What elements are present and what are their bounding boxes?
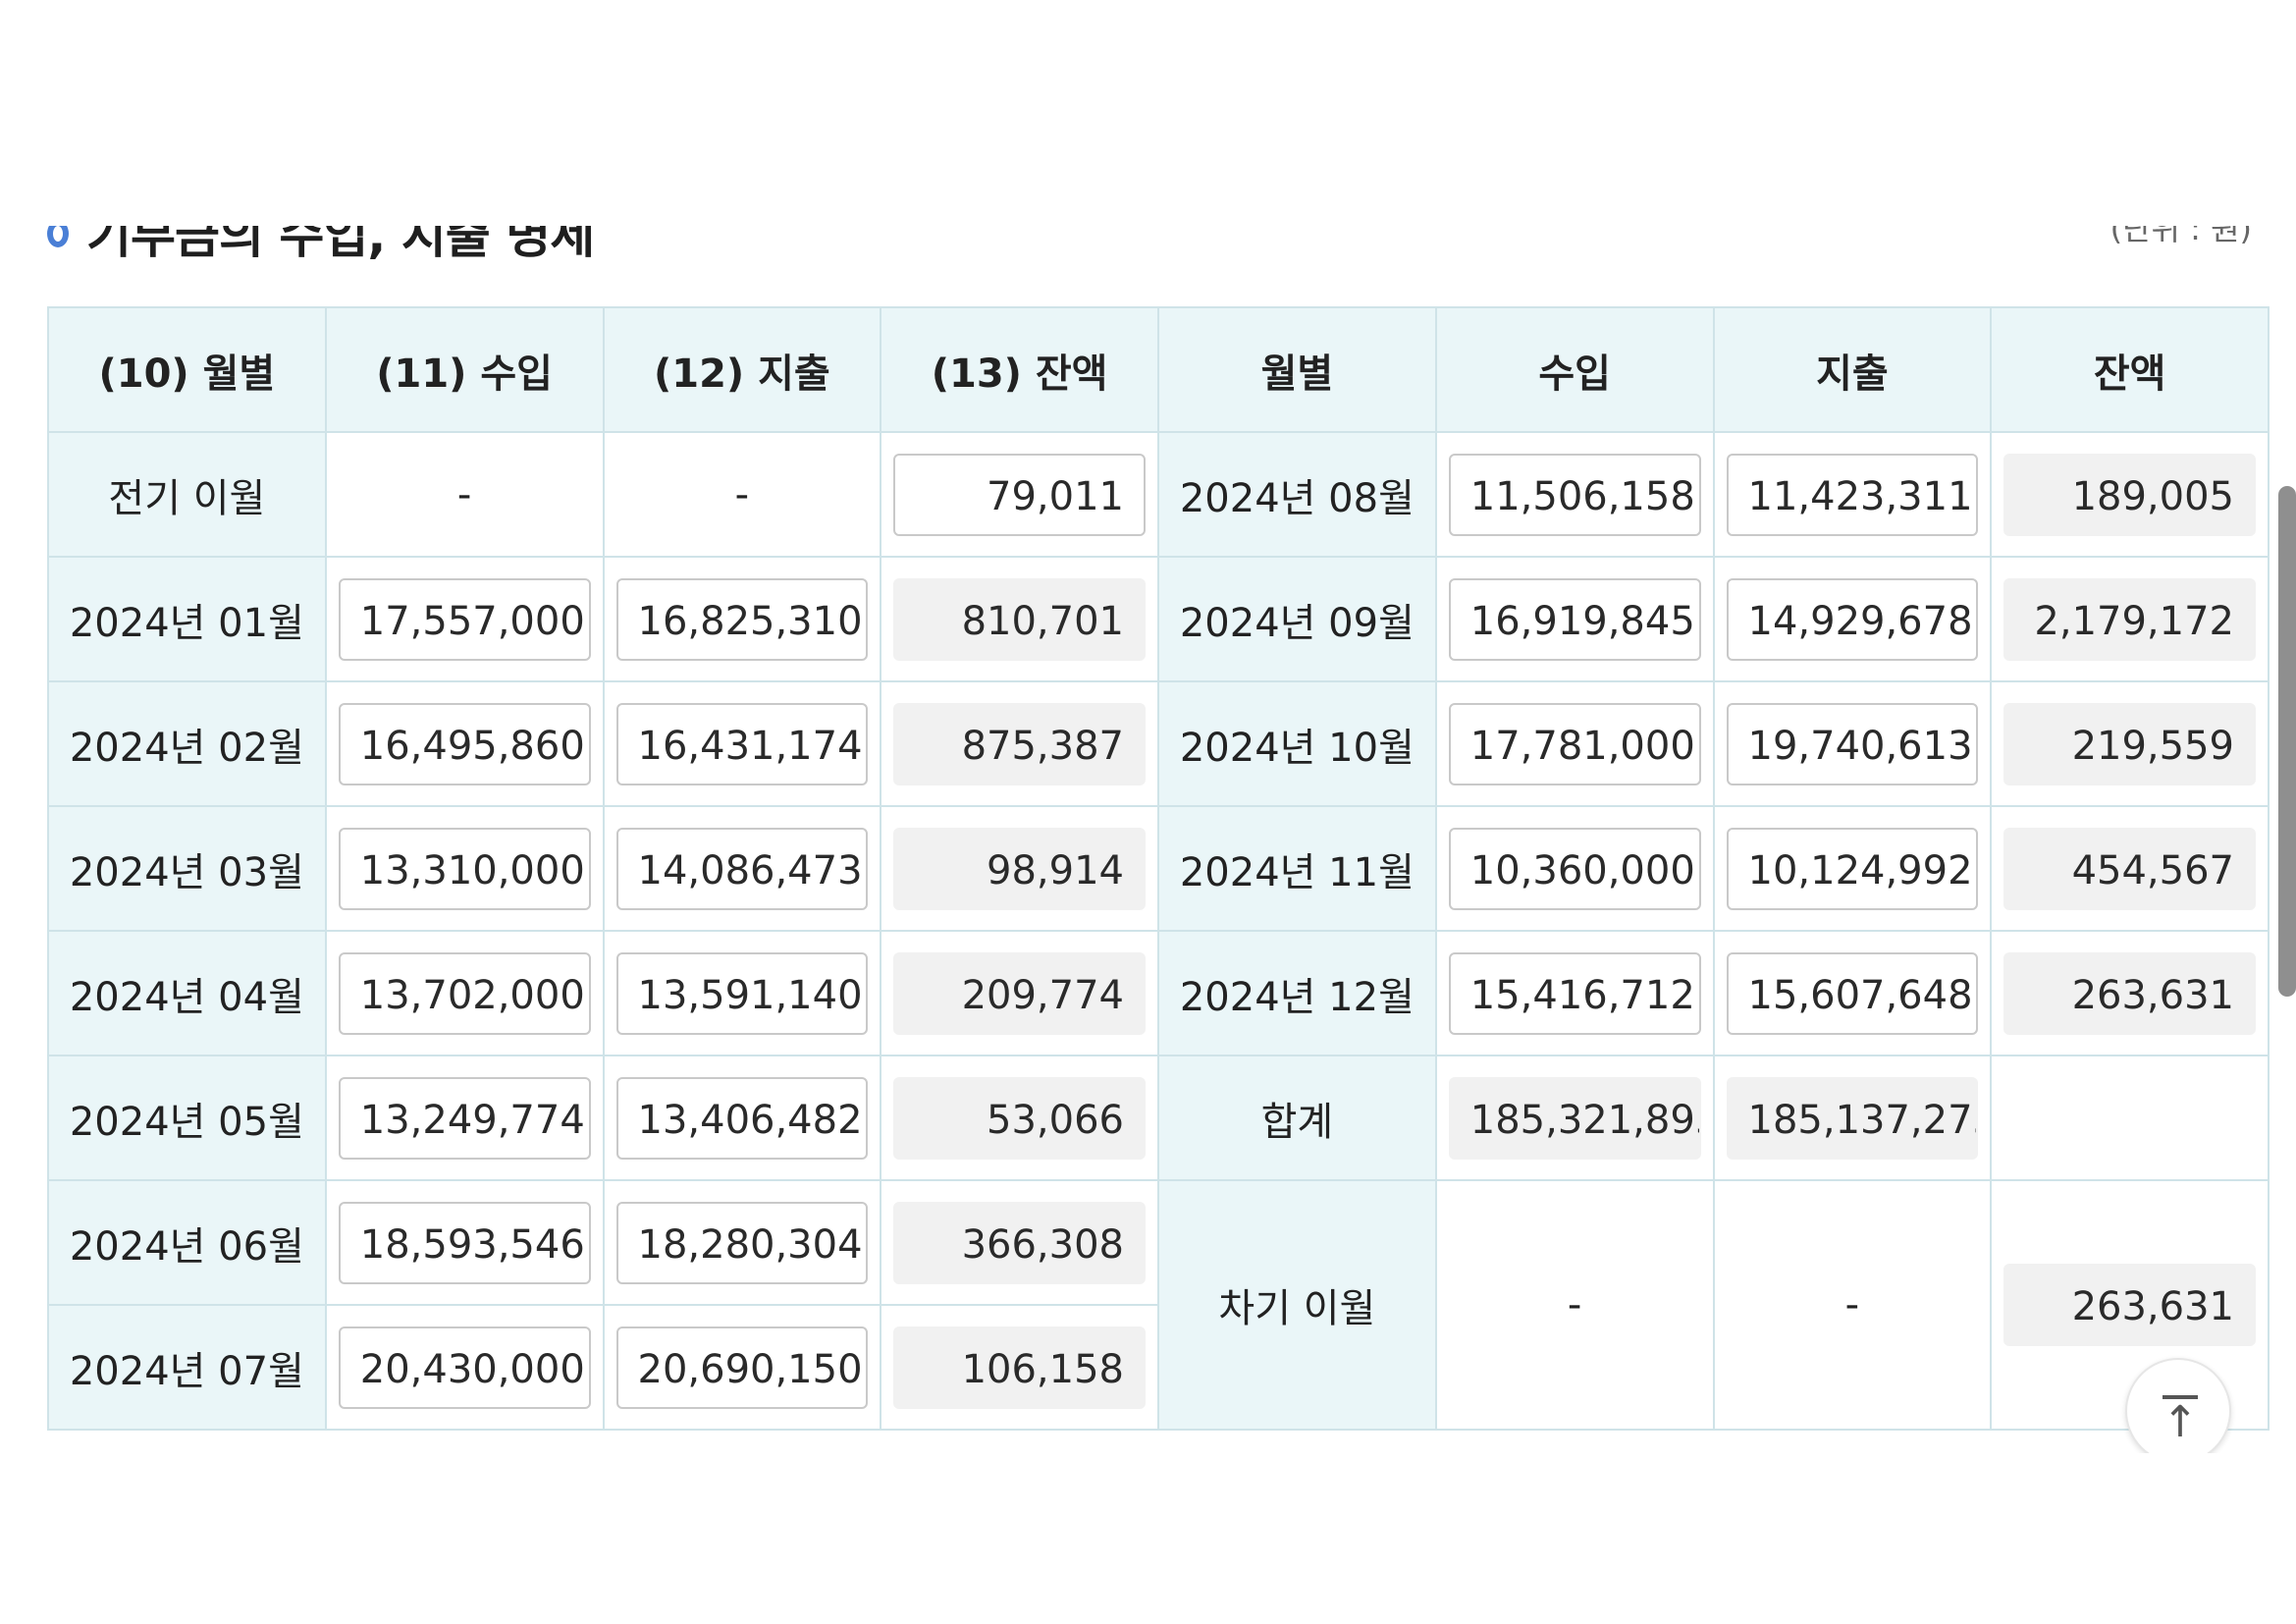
expense-input[interactable]: 15,607,648 [1726, 951, 1979, 1035]
total-label: 합계 [1157, 1055, 1437, 1181]
total-income-readonly: 185,321,895 [1448, 1076, 1701, 1160]
header-balance-2: 잔액 [1990, 306, 2269, 433]
income-input[interactable]: 20,430,000 [338, 1326, 591, 1409]
header-expense-2: 지출 [1712, 306, 1993, 433]
income-input[interactable]: 16,919,845 [1448, 577, 1701, 661]
month-label: 2024년 12월 [1157, 930, 1437, 1056]
income-input[interactable]: 17,557,000 [338, 577, 591, 661]
carry-in-income: - [456, 471, 472, 517]
balance-readonly: 263,631 [2003, 951, 2256, 1035]
month-label: 2024년 11월 [1157, 805, 1437, 932]
header-expense: (12) 지출 [602, 306, 882, 433]
income-input[interactable]: 18,593,546 [338, 1201, 591, 1284]
table-row: 2024년 06월 18,593,546 18,280,304 366,308 … [47, 1179, 2269, 1431]
table-row: 2024년 03월 13,310,000 14,086,473 98,914 2… [47, 805, 2269, 932]
table-row: 2024년 07월 20,430,000 20,690,150 106,158 [47, 1304, 2269, 1431]
expense-input[interactable]: 20,690,150 [615, 1326, 869, 1409]
header-income: (11) 수입 [324, 306, 605, 433]
arrow-up-icon: ↑ [2162, 1397, 2199, 1447]
carry-out-balance-readonly: 263,631 [2003, 1264, 2256, 1346]
income-input[interactable]: 11,506,158 [1448, 453, 1701, 536]
expense-input[interactable]: 18,280,304 [615, 1201, 869, 1284]
section-title-text: 기부금의 수입, 지출 명세 [86, 226, 595, 264]
top-bar-icon [2163, 1395, 2198, 1399]
balance-readonly: 810,701 [893, 577, 1146, 661]
carry-out-income: - [1567, 1282, 1582, 1327]
income-input[interactable]: 15,416,712 [1448, 951, 1701, 1035]
unit-note: (단위 : 원) [2109, 226, 2252, 247]
table-row: 전기 이월 - - 79,011 2024년 08월 11,506,158 11… [47, 431, 2269, 558]
table-row: 2024년 01월 17,557,000 16,825,310 810,701 … [47, 556, 2269, 682]
balance-readonly: 875,387 [893, 702, 1146, 785]
income-input[interactable]: 17,781,000 [1448, 702, 1701, 785]
vertical-scrollbar[interactable] [2278, 486, 2296, 997]
carry-in-label: 전기 이월 [47, 431, 327, 558]
income-input[interactable]: 13,249,774 [338, 1076, 591, 1160]
table-row: 2024년 02월 16,495,860 16,431,174 875,387 … [47, 680, 2269, 807]
expense-input[interactable]: 19,740,613 [1726, 702, 1979, 785]
balance-readonly: 219,559 [2003, 702, 2256, 785]
section-title: 기부금의 수입, 지출 명세 [47, 226, 595, 267]
scroll-to-top-button[interactable]: ↑ [2125, 1358, 2231, 1453]
month-label: 2024년 06월 [47, 1179, 327, 1306]
donation-ledger-table: (10) 월별 (11) 수입 (12) 지출 (13) 잔액 월별 수입 지출… [47, 306, 2269, 1431]
balance-readonly: 189,005 [2003, 453, 2256, 536]
month-label: 2024년 02월 [47, 680, 327, 807]
table-row: 2024년 04월 13,702,000 13,591,140 209,774 … [47, 930, 2269, 1056]
month-label: 2024년 10월 [1157, 680, 1437, 807]
month-label: 2024년 05월 [47, 1055, 327, 1181]
header-month: (10) 월별 [47, 306, 327, 433]
carry-out-label: 차기 이월 [1157, 1179, 1437, 1431]
total-balance-empty [1990, 1055, 2269, 1181]
month-label: 2024년 01월 [47, 556, 327, 682]
expense-input[interactable]: 11,423,311 [1726, 453, 1979, 536]
header-income-2: 수입 [1434, 306, 1715, 433]
balance-readonly: 106,158 [893, 1326, 1146, 1409]
expense-input[interactable]: 16,825,310 [615, 577, 869, 661]
expense-input[interactable]: 14,929,678 [1726, 577, 1979, 661]
income-input[interactable]: 16,495,860 [338, 702, 591, 785]
circle-bullet-icon [47, 226, 69, 247]
expense-input[interactable]: 14,086,473 [615, 827, 869, 910]
expense-input[interactable]: 13,406,482 [615, 1076, 869, 1160]
page-viewport: 기부금의 수입, 지출 명세 (단위 : 원) (10) 월별 (11) 수입 … [0, 226, 2296, 1453]
income-input[interactable]: 10,360,000 [1448, 827, 1701, 910]
header-row: (10) 월별 (11) 수입 (12) 지출 (13) 잔액 월별 수입 지출… [47, 306, 2269, 433]
header-balance: (13) 잔액 [880, 306, 1159, 433]
income-input[interactable]: 13,310,000 [338, 827, 591, 910]
total-expense-readonly: 185,137,275 [1726, 1076, 1979, 1160]
balance-readonly: 454,567 [2003, 827, 2256, 910]
table-row: 2024년 05월 13,249,774 13,406,482 53,066 합… [47, 1055, 2269, 1181]
month-label: 2024년 07월 [47, 1304, 327, 1431]
month-label: 2024년 09월 [1157, 556, 1437, 682]
balance-readonly: 98,914 [893, 827, 1146, 910]
carry-in-balance-input[interactable]: 79,011 [893, 453, 1146, 536]
header-month-2: 월별 [1157, 306, 1437, 433]
income-input[interactable]: 13,702,000 [338, 951, 591, 1035]
carry-out-expense: - [1844, 1282, 1860, 1327]
balance-readonly: 2,179,172 [2003, 577, 2256, 661]
month-label: 2024년 03월 [47, 805, 327, 932]
carry-in-expense: - [734, 471, 750, 517]
balance-readonly: 209,774 [893, 951, 1146, 1035]
expense-input[interactable]: 13,591,140 [615, 951, 869, 1035]
month-label: 2024년 08월 [1157, 431, 1437, 558]
expense-input[interactable]: 10,124,992 [1726, 827, 1979, 910]
balance-readonly: 366,308 [893, 1201, 1146, 1284]
month-label: 2024년 04월 [47, 930, 327, 1056]
balance-readonly: 53,066 [893, 1076, 1146, 1160]
expense-input[interactable]: 16,431,174 [615, 702, 869, 785]
